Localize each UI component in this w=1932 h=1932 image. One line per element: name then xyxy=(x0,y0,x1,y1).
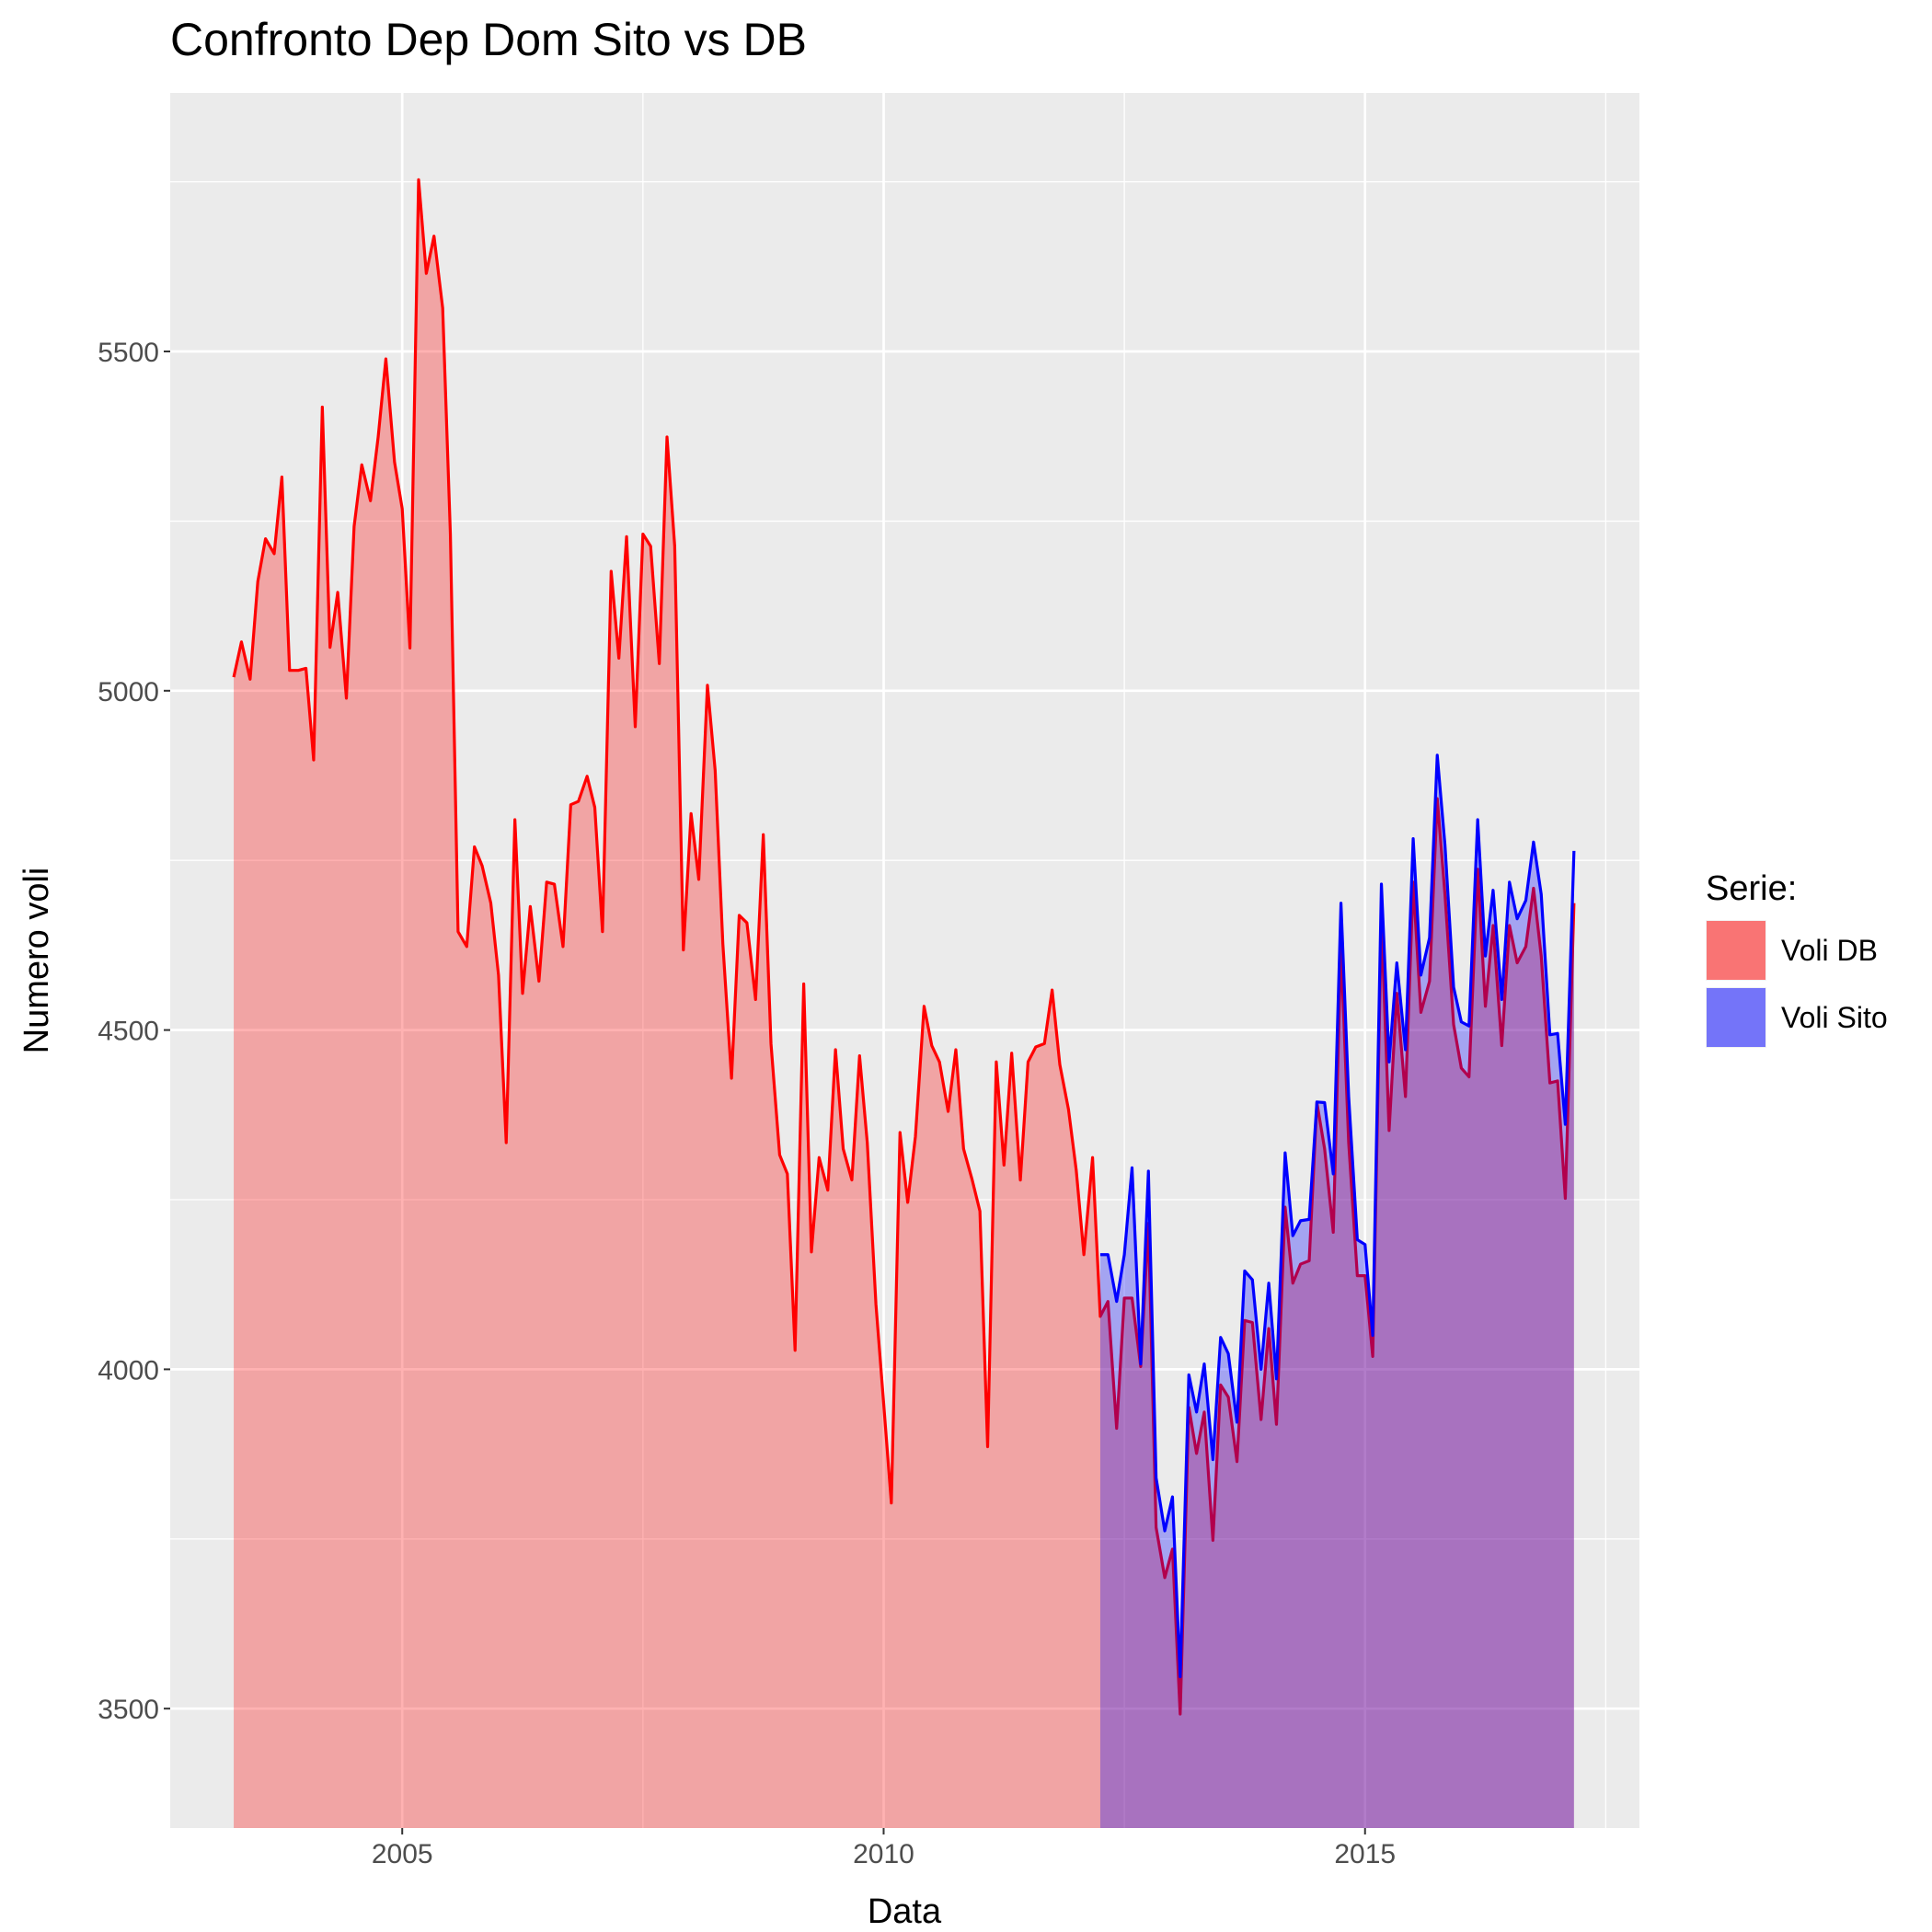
y-tick-label: 4000 xyxy=(98,1355,159,1386)
line xyxy=(1099,753,1576,1679)
area xyxy=(234,179,1574,1828)
x-tick-label: 2005 xyxy=(372,1839,433,1869)
legend-label: Voli Sito xyxy=(1781,1001,1888,1034)
x-tick-label: 2010 xyxy=(853,1839,914,1869)
legend-title: Serie: xyxy=(1706,869,1797,908)
x-tick-label: 2015 xyxy=(1334,1839,1396,1869)
x-axis-title: Data xyxy=(868,1892,942,1931)
y-tick-label: 5000 xyxy=(98,677,159,707)
area xyxy=(1099,754,1574,1828)
legend-key xyxy=(1707,921,1765,980)
y-tick-label: 3500 xyxy=(98,1695,159,1725)
chart-title: Confronto Dep Dom Sito vs DB xyxy=(170,14,807,65)
line xyxy=(232,178,1576,1716)
legend-label: Voli DB xyxy=(1781,934,1878,967)
y-axis-title: Numero voli xyxy=(17,868,56,1054)
legend-key xyxy=(1707,988,1765,1047)
y-tick-label: 5500 xyxy=(98,338,159,368)
y-tick-label: 4500 xyxy=(98,1017,159,1047)
